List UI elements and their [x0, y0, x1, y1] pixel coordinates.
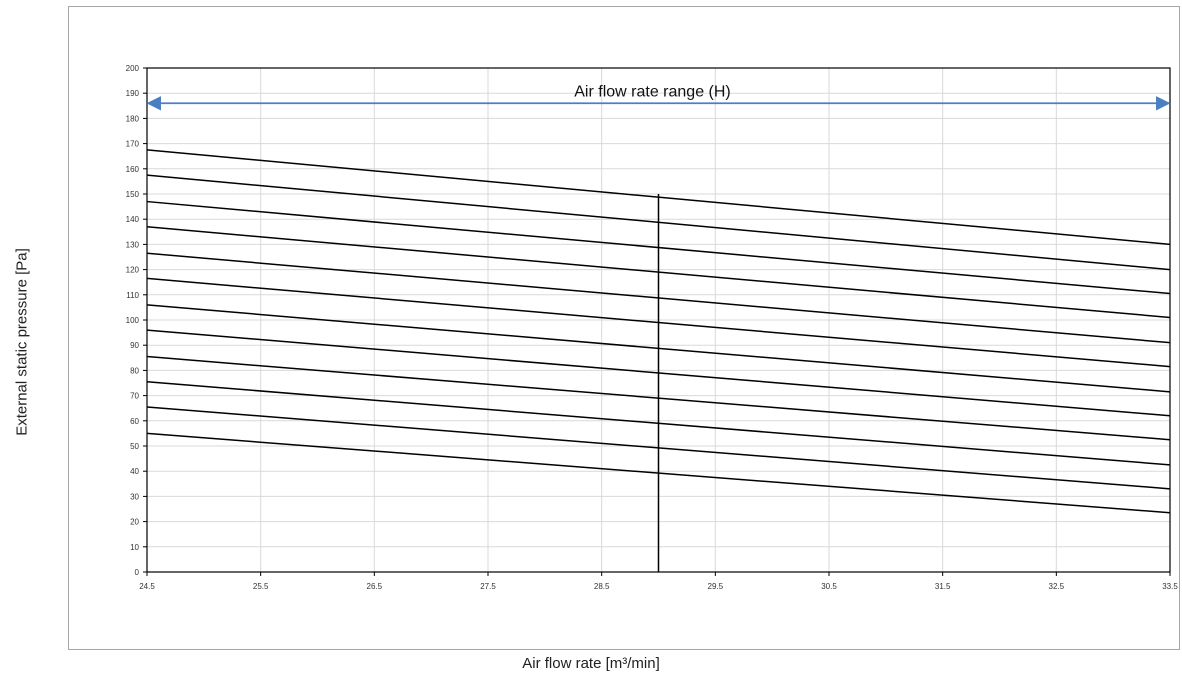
y-tick-label: 110 — [126, 291, 139, 300]
x-tick-label: 33.5 — [1162, 582, 1178, 591]
y-tick-label: 140 — [126, 215, 140, 224]
y-tick-label: 20 — [130, 518, 139, 527]
y-tick-label: 170 — [126, 140, 140, 149]
y-tick-label: 90 — [130, 341, 139, 350]
range-annotation-label: Air flow rate range (H) — [574, 83, 731, 100]
y-tick-label: 150 — [126, 190, 140, 199]
series-lines — [146, 149, 1171, 572]
y-tick-label: 190 — [126, 89, 140, 98]
y-tick-label: 10 — [130, 543, 139, 552]
x-tick-label: 30.5 — [821, 582, 837, 591]
axes — [143, 67, 1171, 576]
y-tick-label: 30 — [130, 492, 139, 501]
x-axis-title: Air flow rate [m³/min] — [522, 655, 660, 672]
x-tick-label: 27.5 — [480, 582, 496, 591]
y-tick-label: 40 — [130, 467, 139, 476]
x-tick-label: 24.5 — [139, 582, 155, 591]
y-tick-label: 160 — [126, 165, 140, 174]
y-tick-label: 200 — [126, 64, 140, 73]
x-tick-label: 26.5 — [367, 582, 383, 591]
y-tick-label: 0 — [135, 568, 140, 577]
annotation-group: Air flow rate range (H) — [146, 83, 1171, 111]
y-tick-label: 60 — [130, 417, 139, 426]
y-tick-label: 100 — [126, 316, 140, 325]
y-tick-label: 130 — [126, 240, 140, 249]
y-tick-label: 50 — [130, 442, 139, 451]
x-tick-label: 25.5 — [253, 582, 269, 591]
x-tick-label: 29.5 — [708, 582, 724, 591]
x-tick-label: 28.5 — [594, 582, 610, 591]
y-tick-label: 180 — [126, 114, 140, 123]
y-tick-label: 70 — [130, 392, 139, 401]
x-tick-label: 32.5 — [1049, 582, 1065, 591]
x-tick-label: 31.5 — [935, 582, 951, 591]
y-tick-label: 120 — [126, 266, 140, 275]
y-tick-label: 80 — [130, 366, 139, 375]
tick-labels: 0 10 20 30 40 50 60 70 80 90 100 110 120 130 140 150 160… — [126, 64, 1179, 591]
